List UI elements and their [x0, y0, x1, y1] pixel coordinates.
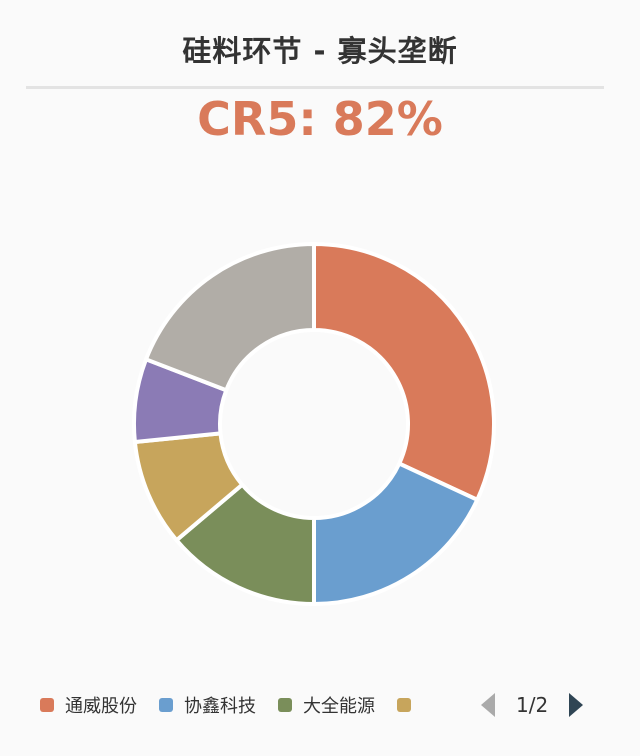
legend-label: 大全能源 [303, 696, 375, 717]
donut-slice-6[interactable] [144, 242, 316, 393]
chart-legend: 通威股份 协鑫科技 大全能源 [40, 690, 444, 720]
legend-item[interactable]: 通威股份 [40, 692, 137, 718]
legend-prev-button[interactable] [478, 690, 498, 720]
legend-item[interactable]: 协鑫科技 [159, 692, 256, 718]
chart-title: 硅料环节 - 寡头垄断 [182, 34, 458, 68]
triangle-right-icon [569, 693, 584, 717]
donut-slice-2[interactable] [312, 461, 480, 606]
triangle-left-icon [481, 693, 495, 717]
legend-item[interactable] [397, 698, 422, 712]
legend-label: 协鑫科技 [184, 696, 256, 717]
cr5-headline: CR5: 82% [197, 92, 443, 146]
legend-swatch [278, 698, 292, 712]
legend-pager: 1/2 [478, 690, 586, 720]
legend-swatch [397, 698, 411, 712]
legend-label: 通威股份 [65, 696, 137, 717]
donut-slice-1[interactable] [312, 242, 496, 502]
donut-chart [132, 242, 496, 606]
legend-swatch [159, 698, 173, 712]
legend-swatch [40, 698, 54, 712]
legend-next-button[interactable] [566, 690, 586, 720]
legend-page-indicator: 1/2 [516, 693, 549, 717]
legend-item[interactable]: 大全能源 [278, 692, 375, 718]
title-divider [26, 86, 604, 89]
